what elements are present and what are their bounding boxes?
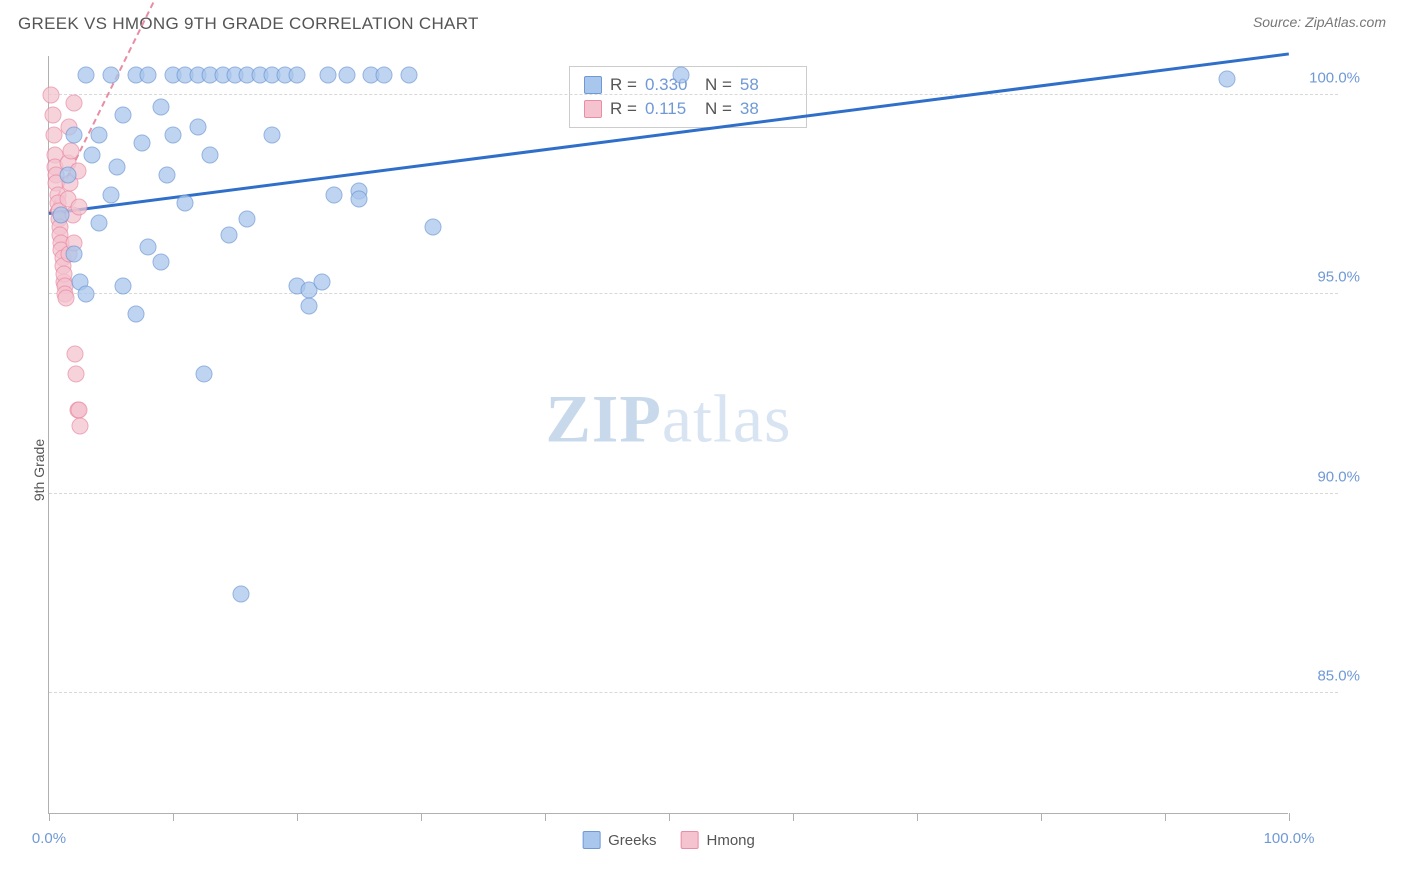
data-point-greeks [320, 66, 337, 83]
data-point-greeks [301, 298, 318, 315]
x-tick-label: 100.0% [1264, 830, 1315, 847]
swatch-greeks-icon [582, 831, 600, 849]
data-point-hmong [63, 142, 80, 159]
data-point-greeks [115, 106, 132, 123]
data-point-greeks [90, 214, 107, 231]
data-point-greeks [196, 366, 213, 383]
x-tick [793, 813, 794, 821]
data-point-greeks [109, 158, 126, 175]
data-point-greeks [239, 210, 256, 227]
data-point-greeks [289, 66, 306, 83]
swatch-greeks-icon [584, 76, 602, 94]
x-tick [421, 813, 422, 821]
data-point-greeks [326, 186, 343, 203]
data-point-hmong [44, 106, 61, 123]
data-point-greeks [220, 226, 237, 243]
data-point-greeks [264, 126, 281, 143]
data-point-hmong [70, 402, 87, 419]
data-point-greeks [65, 126, 82, 143]
swatch-hmong-icon [584, 100, 602, 118]
data-point-greeks [338, 66, 355, 83]
y-tick-label: 100.0% [1309, 69, 1360, 86]
data-point-greeks [65, 246, 82, 263]
gridline [49, 94, 1338, 95]
x-tick [297, 813, 298, 821]
data-point-hmong [58, 290, 75, 307]
data-point-hmong [65, 94, 82, 111]
x-tick [1289, 813, 1290, 821]
x-tick [545, 813, 546, 821]
data-point-greeks [103, 186, 120, 203]
data-point-greeks [53, 206, 70, 223]
data-point-hmong [68, 366, 85, 383]
data-point-greeks [1219, 70, 1236, 87]
legend-row-hmong: R = 0.115 N = 38 [584, 97, 792, 121]
data-point-greeks [78, 286, 95, 303]
data-point-greeks [103, 66, 120, 83]
data-point-greeks [134, 134, 151, 151]
watermark: ZIPatlas [546, 380, 792, 459]
data-point-greeks [59, 166, 76, 183]
data-point-greeks [177, 194, 194, 211]
data-point-greeks [165, 126, 182, 143]
data-point-greeks [127, 306, 144, 323]
y-tick-label: 95.0% [1317, 269, 1360, 286]
data-point-greeks [84, 146, 101, 163]
legend-item-greeks: Greeks [582, 831, 656, 849]
y-tick-label: 85.0% [1317, 668, 1360, 685]
data-point-greeks [400, 66, 417, 83]
x-tick [1165, 813, 1166, 821]
data-point-greeks [140, 66, 157, 83]
data-point-greeks [351, 190, 368, 207]
y-tick-label: 90.0% [1317, 468, 1360, 485]
chart-area: 9th Grade ZIPatlas R = 0.330 N = 58 R = … [0, 48, 1406, 892]
x-tick-label: 0.0% [32, 830, 66, 847]
data-point-greeks [673, 66, 690, 83]
gridline [49, 293, 1338, 294]
data-point-hmong [43, 86, 60, 103]
y-axis-label: 9th Grade [31, 439, 47, 501]
data-point-greeks [375, 66, 392, 83]
x-tick [173, 813, 174, 821]
data-point-greeks [233, 585, 250, 602]
data-point-greeks [313, 274, 330, 291]
data-point-greeks [158, 166, 175, 183]
data-point-hmong [70, 198, 87, 215]
gridline [49, 493, 1338, 494]
data-point-hmong [67, 346, 84, 363]
data-point-greeks [90, 126, 107, 143]
plot-region: ZIPatlas R = 0.330 N = 58 R = 0.115 N = … [48, 56, 1288, 814]
x-tick [669, 813, 670, 821]
x-tick [1041, 813, 1042, 821]
data-point-greeks [202, 146, 219, 163]
data-point-greeks [115, 278, 132, 295]
legend-item-hmong: Hmong [681, 831, 755, 849]
gridline [49, 692, 1338, 693]
data-point-greeks [189, 118, 206, 135]
data-point-greeks [425, 218, 442, 235]
x-tick [917, 813, 918, 821]
swatch-hmong-icon [681, 831, 699, 849]
data-point-hmong [72, 418, 89, 435]
series-legend: Greeks Hmong [582, 831, 755, 849]
data-point-greeks [152, 98, 169, 115]
chart-title: GREEK VS HMONG 9TH GRADE CORRELATION CHA… [18, 14, 479, 33]
x-tick [49, 813, 50, 821]
data-point-greeks [78, 66, 95, 83]
data-point-greeks [152, 254, 169, 271]
data-point-greeks [140, 238, 157, 255]
source-label: Source: ZipAtlas.com [1253, 14, 1386, 30]
